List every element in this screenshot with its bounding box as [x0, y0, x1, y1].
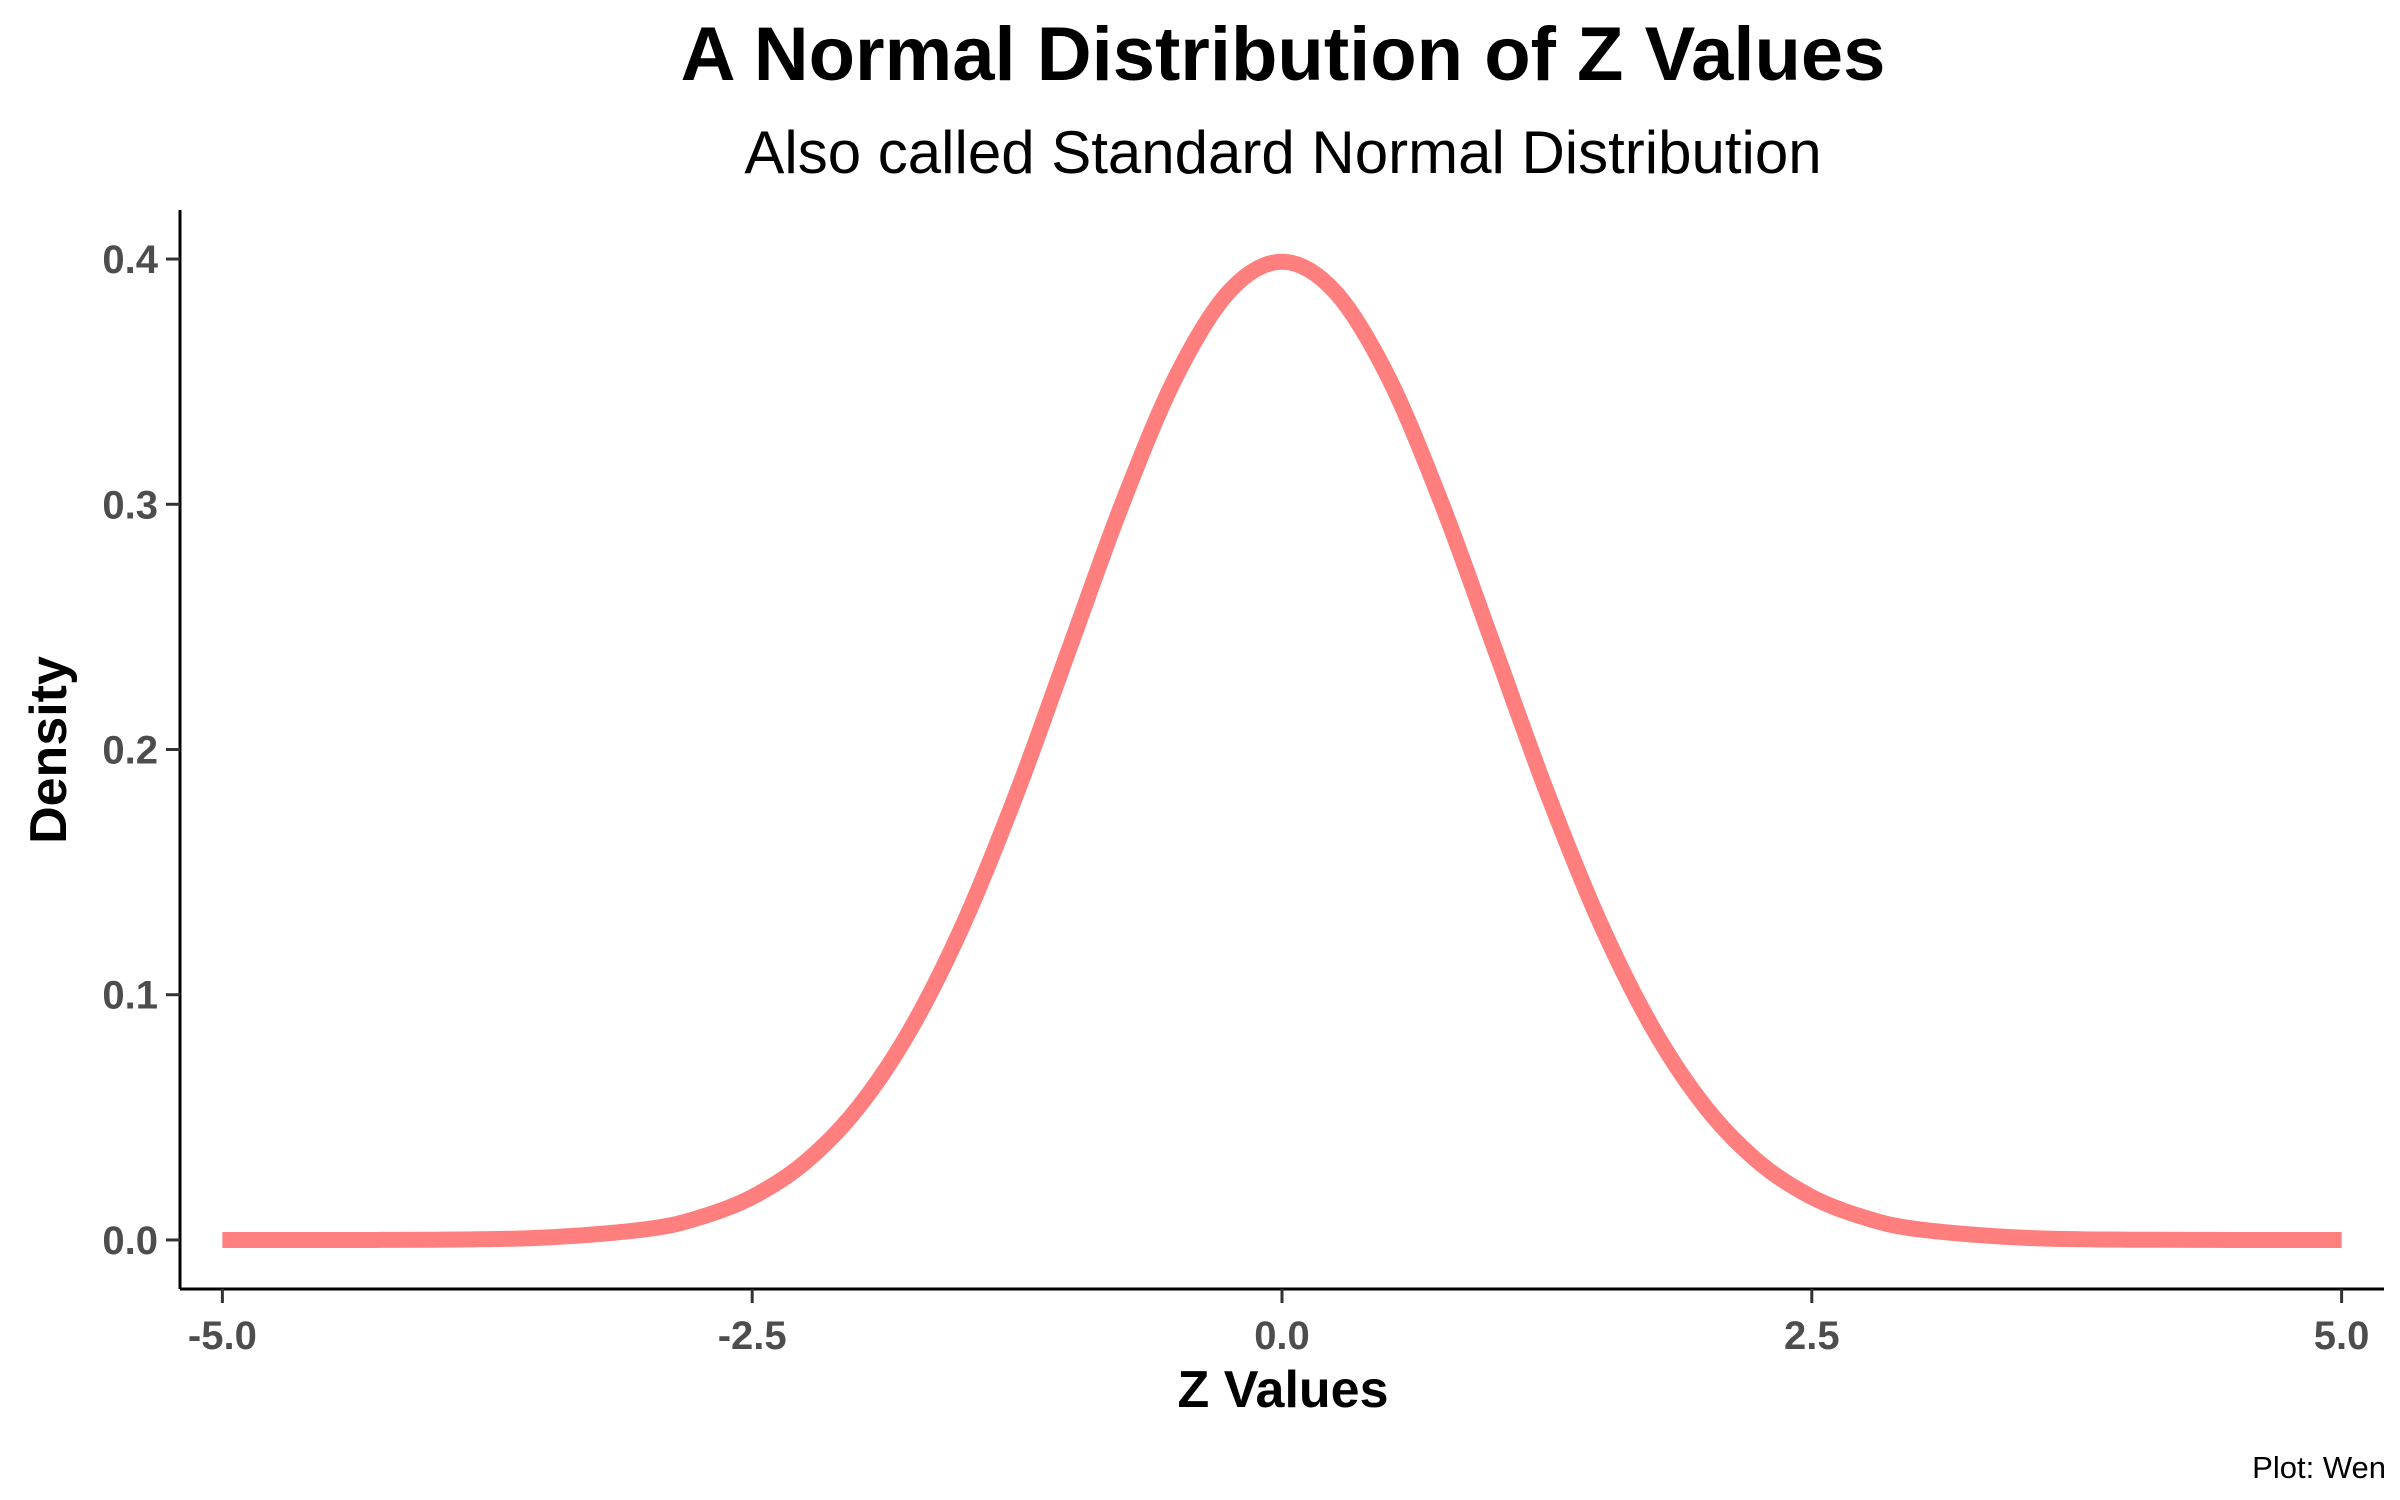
plot-area — [222, 253, 2342, 1248]
y-tick-label: 0.3 — [102, 483, 158, 527]
x-tick-label: 5.0 — [2314, 1314, 2370, 1358]
series-line — [222, 253, 2342, 1248]
x-tick-label: 0.0 — [1254, 1314, 1310, 1358]
y-tick-label: 0.1 — [102, 974, 158, 1018]
x-tick-label: -2.5 — [718, 1314, 787, 1358]
y-tick-label: 0.4 — [102, 238, 158, 282]
x-tick-label: 2.5 — [1784, 1314, 1840, 1358]
chart-subtitle: Also called Standard Normal Distribution — [744, 119, 1821, 186]
chart-caption: Plot: Wen — [2252, 1450, 2386, 1485]
chart-title: A Normal Distribution of Z Values — [681, 12, 1886, 97]
x-axis-ticks: -5.0 -2.5 0.0 2.5 5.0 — [188, 1289, 2370, 1358]
y-tick-label: 0.0 — [102, 1219, 158, 1263]
y-axis-ticks: 0.0 0.1 0.2 0.3 0.4 — [102, 238, 180, 1263]
x-axis-title: Z Values — [1178, 1361, 1389, 1419]
x-tick-label: -5.0 — [188, 1314, 257, 1358]
y-tick-label: 0.2 — [102, 729, 158, 773]
y-axis-title: Density — [20, 656, 78, 844]
